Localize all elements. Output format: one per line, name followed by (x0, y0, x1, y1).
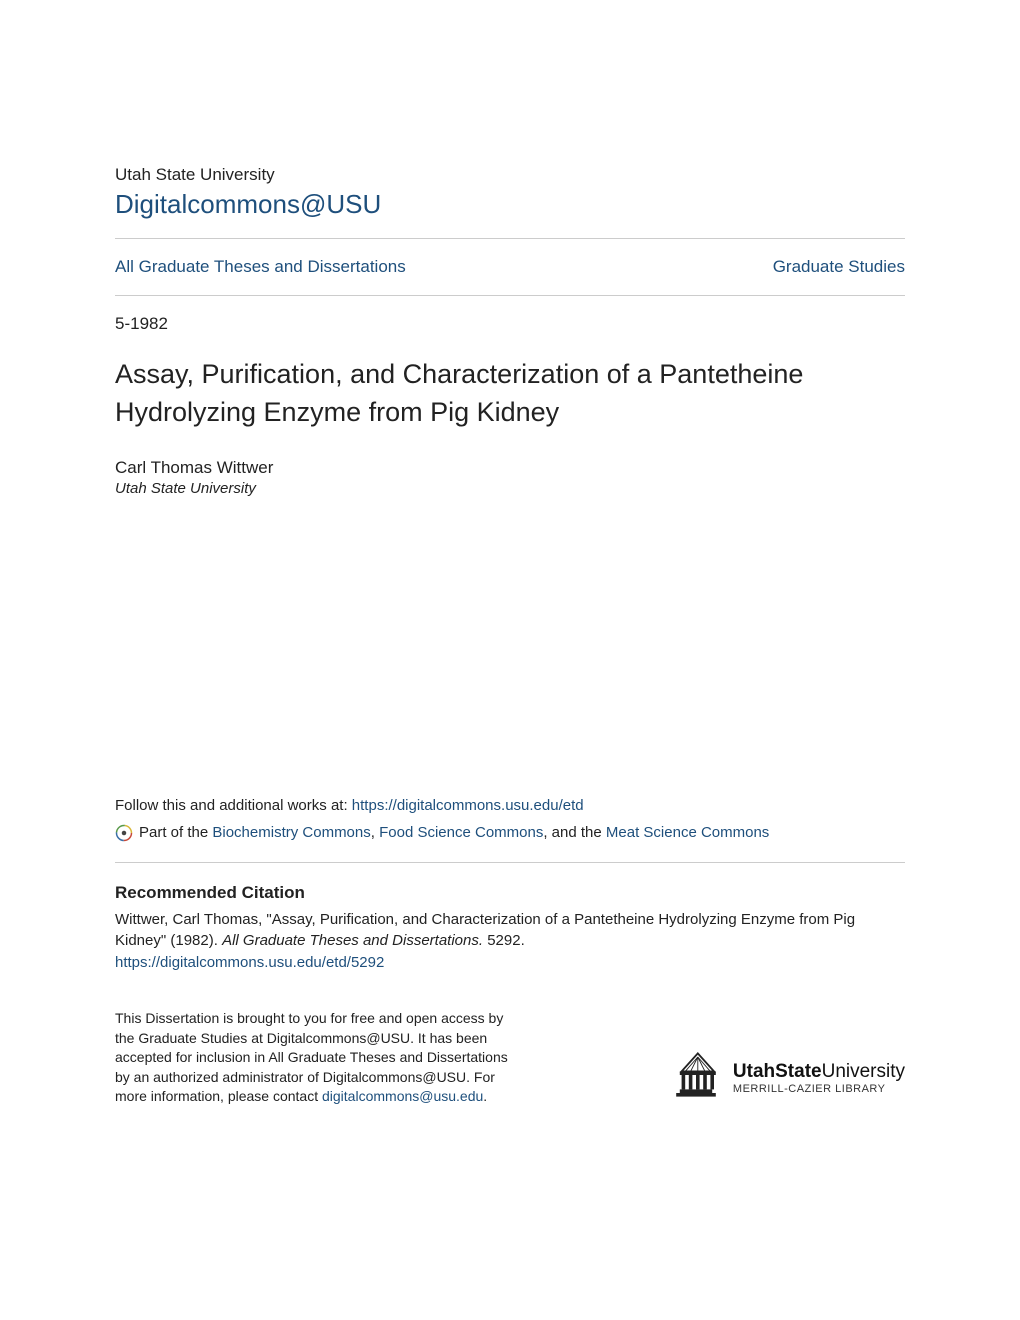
footer-logo-line1: UtahStateUniversity (733, 1061, 905, 1083)
partof-link-3[interactable]: Meat Science Commons (606, 824, 769, 841)
footer-row: This Dissertation is brought to you for … (115, 1009, 905, 1107)
repository-link[interactable]: Digitalcommons@USU (115, 189, 381, 220)
partof-row: Part of the Biochemistry Commons, Food S… (115, 824, 905, 842)
citation-part-b: 5292. (483, 932, 525, 949)
citation-text: Wittwer, Carl Thomas, "Assay, Purificati… (115, 909, 905, 953)
vertical-spacer (115, 497, 905, 797)
author-affiliation: Utah State University (115, 480, 905, 497)
partof-sep-2: , and the (543, 824, 606, 841)
follow-prefix: Follow this and additional works at: (115, 797, 352, 814)
author-name: Carl Thomas Wittwer (115, 458, 905, 478)
citation-url-link[interactable]: https://digitalcommons.usu.edu/etd/5292 (115, 954, 905, 971)
partof-link-2[interactable]: Food Science Commons (379, 824, 543, 841)
footer-logo: UtahStateUniversity MERRILL-CAZIER LIBRA… (669, 1048, 905, 1107)
commons-network-icon (115, 824, 133, 842)
footer-logo-line1-rest: University (822, 1061, 905, 1082)
partof-line: Part of the Biochemistry Commons, Food S… (139, 824, 769, 841)
contact-email-link[interactable]: digitalcommons@usu.edu (322, 1088, 483, 1104)
paper-title: Assay, Purification, and Characterizatio… (115, 356, 905, 432)
divider-nav (115, 295, 905, 296)
partof-prefix: Part of the (139, 824, 212, 841)
nav-collection-link[interactable]: All Graduate Theses and Dissertations (115, 257, 406, 277)
nav-studies-link[interactable]: Graduate Studies (773, 257, 905, 277)
disclaimer-text: This Dissertation is brought to you for … (115, 1009, 515, 1107)
follow-url-link[interactable]: https://digitalcommons.usu.edu/etd (352, 797, 584, 814)
partof-link-1[interactable]: Biochemistry Commons (212, 824, 370, 841)
disclaimer-part-b: . (483, 1088, 487, 1104)
follow-line: Follow this and additional works at: htt… (115, 797, 905, 814)
publication-date: 5-1982 (115, 314, 905, 334)
institution-label: Utah State University (115, 165, 905, 185)
divider-citation (115, 862, 905, 863)
footer-logo-line1-bold: UtahState (733, 1061, 822, 1082)
footer-logo-text: UtahStateUniversity MERRILL-CAZIER LIBRA… (733, 1061, 905, 1095)
library-tower-icon (669, 1048, 723, 1107)
citation-heading: Recommended Citation (115, 883, 905, 903)
citation-series: All Graduate Theses and Dissertations. (222, 932, 483, 949)
partof-sep-1: , (371, 824, 379, 841)
nav-row: All Graduate Theses and Dissertations Gr… (115, 239, 905, 295)
footer-logo-line2: MERRILL-CAZIER LIBRARY (733, 1083, 905, 1095)
